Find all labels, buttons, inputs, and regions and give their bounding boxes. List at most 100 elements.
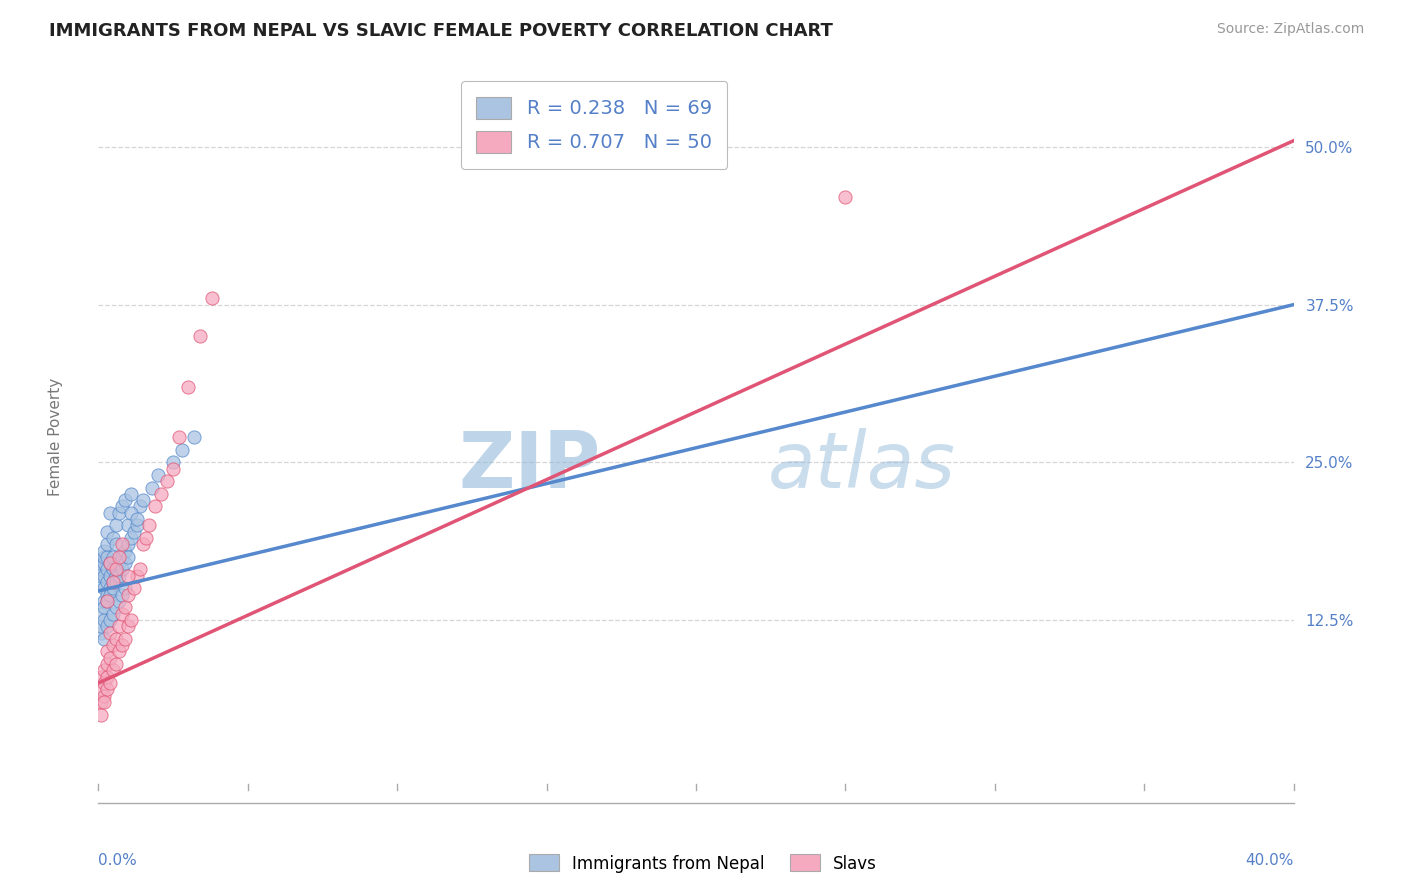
- Point: [98, 556, 122, 570]
- Legend: Immigrants from Nepal, Slavs: Immigrants from Nepal, Slavs: [522, 847, 884, 880]
- Point: [108, 619, 131, 633]
- Point: [111, 562, 134, 576]
- Point: [103, 664, 125, 678]
- Point: [117, 619, 139, 633]
- Point: [93, 689, 115, 703]
- Point: [90, 556, 112, 570]
- Point: [96, 670, 118, 684]
- Point: [167, 430, 190, 444]
- Point: [183, 430, 205, 444]
- Point: [117, 588, 139, 602]
- Point: [108, 506, 131, 520]
- Point: [120, 506, 142, 520]
- Point: [98, 569, 122, 583]
- Point: [103, 638, 125, 652]
- Point: [108, 594, 131, 608]
- Point: [96, 588, 118, 602]
- Point: [138, 518, 160, 533]
- Point: [93, 549, 115, 564]
- Point: [177, 379, 200, 393]
- Point: [93, 569, 115, 583]
- Point: [120, 487, 142, 501]
- Point: [90, 619, 112, 633]
- Text: 40.0%: 40.0%: [1246, 854, 1294, 868]
- Point: [96, 619, 118, 633]
- Point: [108, 644, 131, 658]
- Point: [93, 695, 115, 709]
- Point: [172, 442, 194, 457]
- Point: [93, 676, 115, 690]
- Point: [114, 582, 136, 596]
- Point: [96, 562, 118, 576]
- Point: [111, 588, 134, 602]
- Point: [105, 600, 128, 615]
- Point: [98, 650, 122, 665]
- Point: [103, 575, 125, 590]
- Point: [93, 600, 115, 615]
- Point: [96, 657, 118, 671]
- Point: [127, 518, 149, 533]
- Point: [90, 625, 112, 640]
- Point: [105, 562, 128, 576]
- Point: [105, 537, 128, 551]
- Point: [156, 474, 179, 488]
- Point: [90, 695, 112, 709]
- Point: [127, 512, 149, 526]
- Point: [120, 613, 142, 627]
- Point: [188, 329, 211, 343]
- Point: [93, 664, 115, 678]
- Point: [90, 607, 112, 621]
- Point: [114, 632, 136, 646]
- Point: [93, 613, 115, 627]
- Point: [103, 549, 125, 564]
- Point: [103, 582, 125, 596]
- Point: [111, 607, 134, 621]
- Point: [108, 549, 131, 564]
- Point: [124, 524, 146, 539]
- Point: [108, 569, 131, 583]
- Point: [114, 556, 136, 570]
- Point: [114, 600, 136, 615]
- Point: [98, 588, 122, 602]
- Point: [98, 676, 122, 690]
- Point: [98, 506, 122, 520]
- Point: [141, 481, 163, 495]
- Point: [105, 569, 128, 583]
- Point: [96, 682, 118, 697]
- Point: [96, 537, 118, 551]
- Point: [93, 556, 115, 570]
- Point: [148, 467, 170, 482]
- Text: atlas: atlas: [768, 428, 956, 504]
- Point: [135, 531, 157, 545]
- Point: [162, 461, 184, 475]
- Point: [103, 575, 125, 590]
- Point: [111, 537, 134, 551]
- Text: Source: ZipAtlas.com: Source: ZipAtlas.com: [1216, 22, 1364, 37]
- Point: [90, 682, 112, 697]
- Point: [93, 543, 115, 558]
- Point: [117, 537, 139, 551]
- Point: [96, 594, 118, 608]
- Point: [117, 569, 139, 583]
- Point: [105, 632, 128, 646]
- Point: [111, 549, 134, 564]
- Point: [98, 625, 122, 640]
- Text: ZIP: ZIP: [458, 428, 600, 504]
- Point: [105, 575, 128, 590]
- Y-axis label: Female Poverty: Female Poverty: [48, 378, 63, 496]
- Point: [103, 562, 125, 576]
- Point: [114, 493, 136, 508]
- Text: 0.0%: 0.0%: [98, 854, 138, 868]
- Point: [150, 487, 173, 501]
- Point: [124, 582, 146, 596]
- Point: [111, 638, 134, 652]
- Point: [103, 531, 125, 545]
- Point: [114, 543, 136, 558]
- Point: [120, 531, 142, 545]
- Point: [117, 518, 139, 533]
- Point: [105, 657, 128, 671]
- Point: [127, 569, 149, 583]
- Point: [143, 500, 166, 514]
- Point: [98, 582, 122, 596]
- Point: [93, 594, 115, 608]
